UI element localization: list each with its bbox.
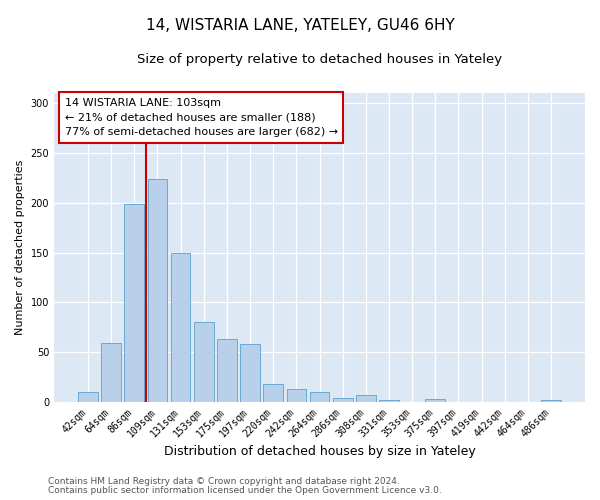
Bar xyxy=(287,389,306,402)
Bar xyxy=(124,204,144,402)
Bar xyxy=(217,340,237,402)
Title: Size of property relative to detached houses in Yateley: Size of property relative to detached ho… xyxy=(137,52,502,66)
Bar xyxy=(425,399,445,402)
Bar xyxy=(379,400,399,402)
Bar xyxy=(356,395,376,402)
Text: Contains HM Land Registry data © Crown copyright and database right 2024.: Contains HM Land Registry data © Crown c… xyxy=(48,477,400,486)
Bar xyxy=(101,344,121,402)
Bar xyxy=(333,398,353,402)
Text: 14, WISTARIA LANE, YATELEY, GU46 6HY: 14, WISTARIA LANE, YATELEY, GU46 6HY xyxy=(146,18,454,32)
Text: 14 WISTARIA LANE: 103sqm
← 21% of detached houses are smaller (188)
77% of semi-: 14 WISTARIA LANE: 103sqm ← 21% of detach… xyxy=(65,98,338,138)
Bar xyxy=(194,322,214,402)
Bar xyxy=(78,392,98,402)
Bar xyxy=(263,384,283,402)
Y-axis label: Number of detached properties: Number of detached properties xyxy=(15,160,25,336)
X-axis label: Distribution of detached houses by size in Yateley: Distribution of detached houses by size … xyxy=(164,444,475,458)
Bar xyxy=(240,344,260,402)
Bar xyxy=(541,400,561,402)
Text: Contains public sector information licensed under the Open Government Licence v3: Contains public sector information licen… xyxy=(48,486,442,495)
Bar xyxy=(310,392,329,402)
Bar xyxy=(148,179,167,402)
Bar xyxy=(171,252,190,402)
